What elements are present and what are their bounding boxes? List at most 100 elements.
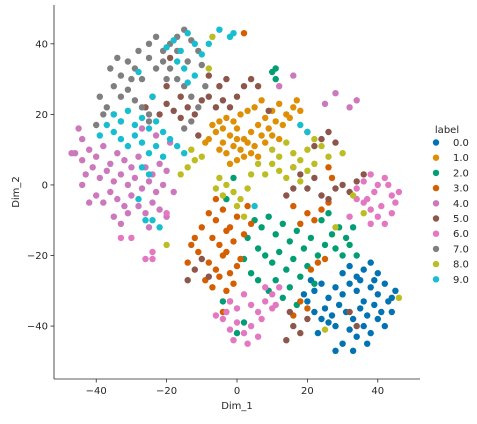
data-point-4.0-15 [163,167,170,174]
data-point-4.0-48 [290,72,297,79]
data-point-6.0-46 [212,312,220,319]
data-point-6.0-11 [388,210,395,217]
data-point-5.0-22 [318,192,325,199]
data-point-6.0-34 [244,340,251,347]
data-point-9.0-39 [149,217,156,224]
data-point-4.0-16 [82,171,89,178]
data-point-7.0-33 [181,125,188,132]
data-point-0.0-16 [349,315,357,323]
data-point-4.0-44 [68,150,75,157]
data-point-6.0-15 [364,195,371,203]
y-axis-label: Dim_2 [11,176,22,208]
data-point-1.0-33 [240,153,248,160]
data-point-6.0-32 [254,333,262,340]
data-point-6.0-37 [276,284,283,291]
data-point-6.0-31 [247,322,255,330]
data-point-8.0-14 [311,160,318,167]
data-point-3.0-7 [216,241,223,249]
data-point-5.0-38 [198,255,205,263]
data-point-0.0-32 [346,326,353,333]
data-point-6.0-41 [149,248,156,256]
data-point-0.0-22 [339,270,346,277]
data-point-5.0-53 [166,54,174,62]
data-point-0.0-18 [364,312,371,319]
data-point-8.0-6 [311,135,318,143]
data-point-1.0-1 [212,128,220,136]
data-point-2.0-13 [342,234,350,242]
x-tick-label: −40 [86,386,107,397]
data-point-8.0-0 [269,146,276,153]
data-point-6.0-18 [371,188,378,196]
data-point-5.0-28 [360,171,367,178]
data-point-5.0-33 [332,139,339,146]
data-point-6.0-20 [226,298,234,305]
data-point-7.0-30 [188,93,195,100]
data-point-4.0-20 [110,178,118,185]
legend-label-1.0: 1.0 [453,153,469,164]
data-point-6.0-28 [226,326,234,333]
data-point-3.0-4 [233,213,241,220]
legend-marker-7.0 [432,245,440,253]
data-point-4.0-26 [152,188,160,196]
data-point-1.0-44 [297,107,304,115]
data-point-4.0-49 [321,100,329,108]
data-point-2.0-17 [276,248,283,256]
data-point-4.0-46 [145,224,153,231]
data-point-9.0-6 [152,118,160,125]
legend: label 0.0 1.0 2.0 3.0 4.0 5.0 6.0 7.0 8.0 9.0 [432,125,469,286]
legend-marker-6.0 [432,230,440,237]
data-point-1.0-23 [286,114,293,122]
y-tick-label: 40 [35,39,48,50]
data-point-7.0-15 [131,97,139,104]
data-point-4.0-18 [96,174,104,182]
data-point-9.0-38 [142,217,149,224]
legend-label-2.0: 2.0 [453,168,469,179]
data-point-4.0-33 [128,192,135,199]
data-point-4.0-53 [152,132,160,139]
data-point-8.0-15 [269,160,276,167]
data-point-8.0-41 [188,146,195,153]
data-point-9.0-40 [156,224,163,231]
data-point-1.0-10 [276,100,283,108]
data-point-0.0-19 [371,301,378,309]
data-point-4.0-7 [107,160,114,167]
data-point-3.0-0 [205,210,212,217]
data-point-4.0-14 [156,160,163,167]
data-point-1.0-37 [262,139,269,146]
legend-label-4.0: 4.0 [453,199,469,210]
data-point-3.0-30 [318,206,325,213]
data-point-2.0-20 [297,273,304,280]
data-point-6.0-10 [381,220,388,227]
data-point-4.0-39 [110,213,118,220]
data-point-8.0-22 [237,195,244,203]
data-point-8.0-23 [244,185,251,192]
data-point-2.0-37 [349,224,357,231]
data-point-6.0-1 [360,178,367,185]
data-point-1.0-25 [216,118,223,125]
data-point-0.0-37 [349,347,357,354]
data-point-4.0-6 [100,142,107,150]
data-point-2.0-36 [346,241,353,249]
data-point-0.0-44 [371,277,378,284]
data-point-2.0-35 [339,252,346,259]
data-point-3.0-2 [219,206,227,213]
data-point-9.0-20 [159,153,167,160]
data-point-5.0-15 [247,75,255,83]
data-point-2.0-19 [290,255,297,263]
data-point-2.0-38 [353,252,360,259]
data-point-1.0-12 [290,104,297,111]
data-point-4.0-29 [100,199,107,206]
data-point-8.0-24 [219,192,227,199]
data-point-6.0-23 [247,301,255,309]
data-point-5.0-9 [170,107,177,115]
data-point-0.0-26 [367,259,374,266]
data-point-5.0-51 [195,132,202,139]
data-point-9.0-32 [205,40,212,47]
data-point-1.0-20 [265,125,272,132]
data-point-9.0-31 [216,26,223,33]
data-point-3.0-6 [209,234,216,242]
data-point-0.0-27 [374,270,381,277]
x-axis-label: Dim_1 [221,401,253,412]
data-point-1.0-13 [216,146,223,153]
data-point-8.0-5 [304,146,311,153]
